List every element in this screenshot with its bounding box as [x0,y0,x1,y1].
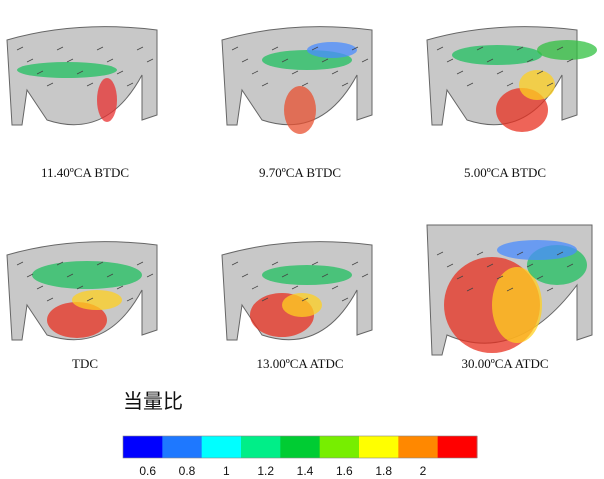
color-swatch [359,436,399,458]
color-swatch [398,436,438,458]
simulation-image [427,225,592,355]
contour [537,40,597,60]
colorbar-tick-label: 1 [223,464,230,478]
color-swatch [202,436,242,458]
simulation-image [222,27,372,134]
colorbar-tick-label: 0.6 [139,464,156,478]
panel-caption: 9.70ºCA BTDC [259,165,341,180]
color-swatch [438,436,478,458]
colorbar-tick-label: 2 [420,464,427,478]
contour [492,267,542,343]
panel-caption: 11.40ºCA BTDC [41,165,129,180]
legend-title: 当量比 [123,389,183,413]
figure: 当量比 11.40ºCA BTDC 9.70ºCA BTDC 5.00ºCA BTD… [0,0,604,479]
contour [307,42,357,58]
colorbar-tick-label: 1.8 [375,464,392,478]
panel-caption: 13.00ºCA ATDC [256,356,343,371]
contour [97,78,117,122]
simulation-image [7,242,157,340]
color-swatch [280,436,320,458]
contour [262,265,352,285]
contour [17,62,117,78]
simulation-image [7,27,157,125]
panel-caption: TDC [72,356,98,371]
simulation-image [222,242,372,340]
color-swatch [241,436,281,458]
simulation-image [427,27,597,132]
color-swatch [162,436,202,458]
colorbar-tick-label: 0.8 [179,464,196,478]
contour [284,86,316,134]
panel-caption: 5.00ºCA BTDC [464,165,546,180]
colorbar-tick-label: 1.2 [257,464,274,478]
contour [32,261,142,289]
contour [452,45,542,65]
color-swatch [320,436,360,458]
colorbar-tick-label: 1.4 [297,464,314,478]
contour [497,240,577,260]
contour [72,290,122,310]
color-swatch [123,436,163,458]
colorbar-tick-label: 1.6 [336,464,353,478]
panel-caption: 30.00ºCA ATDC [461,356,548,371]
contour [282,293,322,317]
